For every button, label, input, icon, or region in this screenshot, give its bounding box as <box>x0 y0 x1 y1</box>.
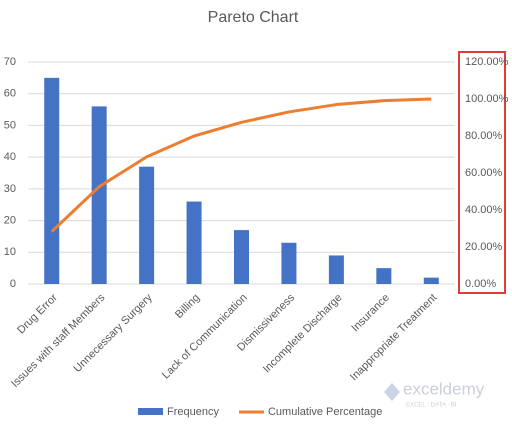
y2-tick-label: 80.00% <box>465 130 503 142</box>
x-tick-label: Incomplete Discharge <box>261 292 345 376</box>
highlight-box <box>458 51 506 294</box>
y-tick-label: 20 <box>4 214 16 226</box>
y2-tick-label: 60.00% <box>465 167 503 179</box>
watermark-logo <box>384 383 400 401</box>
y2-tick-label: 0.00% <box>465 278 496 290</box>
y-tick-label: 0 <box>10 278 16 290</box>
chart-title: Pareto Chart <box>208 9 299 26</box>
legend-label: Frequency <box>167 406 219 418</box>
bar <box>328 255 344 284</box>
watermark: exceldemy EXCEL · DATA · BI <box>384 379 485 409</box>
x-tick-label: Unnecessary Surgery <box>72 291 156 375</box>
y2-tick-label: 40.00% <box>465 204 503 216</box>
x-tick-label: Inappropriate Treatment <box>348 292 440 384</box>
bar <box>234 230 249 284</box>
x-tick-label: Drug Error <box>15 291 60 336</box>
y-tick-label: 40 <box>4 151 16 163</box>
legend-label: Cumulative Percentage <box>268 406 382 418</box>
bar <box>281 242 297 284</box>
y2-tick-label: 100.00% <box>465 93 509 105</box>
y-tick-label: 70 <box>4 56 16 68</box>
x-tick-label: Insurance <box>349 292 392 335</box>
bar <box>423 277 439 284</box>
bar <box>139 166 155 284</box>
y2-tick-label: 20.00% <box>465 241 503 253</box>
y-tick-label: 10 <box>4 246 16 258</box>
watermark-tagline: EXCEL · DATA · BI <box>406 403 457 409</box>
line <box>50 97 432 233</box>
bar <box>44 77 60 284</box>
y2-tick-label: 120.00% <box>465 56 509 68</box>
watermark-name: exceldemy <box>403 379 485 398</box>
y-tick-label: 60 <box>4 88 16 100</box>
x-tick-label: Lack of Communication <box>160 292 250 382</box>
bar <box>376 268 392 284</box>
y-tick-label: 50 <box>4 119 16 131</box>
x-tick-label: Issues with staff Members <box>9 291 108 390</box>
y-tick-label: 30 <box>4 183 16 195</box>
x-tick-label: Billing <box>173 292 202 321</box>
bar <box>91 106 107 285</box>
legend-swatch <box>138 408 163 415</box>
bar <box>186 201 202 284</box>
